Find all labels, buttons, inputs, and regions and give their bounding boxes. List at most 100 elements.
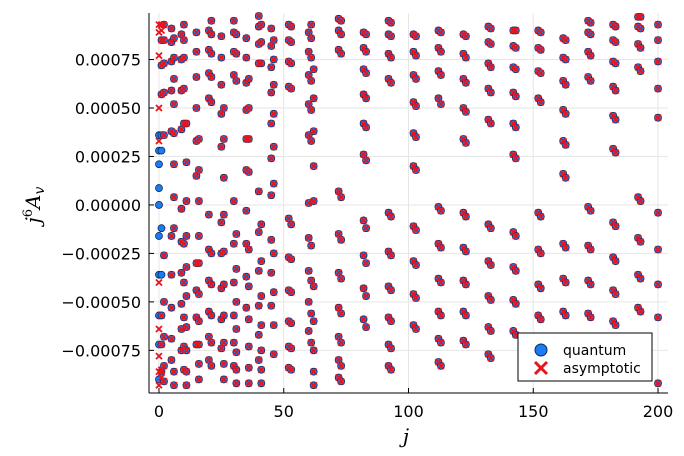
asymptotic-point [170, 224, 178, 232]
asymptotic-point [267, 236, 275, 244]
asymptotic-point [257, 321, 265, 329]
asymptotic-point [387, 212, 395, 221]
asymptotic-point [205, 333, 213, 341]
asymptotic-point [160, 377, 168, 386]
asymptotic-point [180, 36, 188, 44]
asymptotic-point [182, 119, 191, 128]
asymptotic-point [245, 135, 253, 143]
y-axis-label-symbol: A [21, 194, 45, 210]
asymptotic-point [195, 375, 203, 384]
asymptotic-point [167, 271, 176, 279]
asymptotic-point [242, 79, 250, 87]
asymptotic-point [217, 81, 225, 89]
asymptotic-point [584, 73, 592, 81]
asymptotic-point [232, 265, 240, 273]
y-tick-label: 0.00050 [75, 99, 141, 118]
asymptotic-point [207, 50, 216, 58]
asymptotic-point [155, 278, 163, 287]
asymptotic-point [537, 46, 545, 54]
asymptotic-point [512, 26, 520, 35]
asymptotic-point [220, 210, 228, 219]
asymptotic-point [167, 335, 176, 343]
asymptotic-point [167, 24, 176, 33]
asymptotic-point [462, 212, 470, 221]
asymptotic-point [192, 73, 201, 81]
asymptotic-point [387, 366, 395, 374]
asymptotic-point [307, 338, 315, 347]
asymptotic-point [654, 245, 662, 254]
asymptotic-point [634, 13, 642, 21]
asymptotic-point [462, 53, 470, 62]
asymptotic-point [180, 53, 188, 62]
asymptotic-point [267, 24, 275, 33]
asymptotic-point [384, 75, 393, 83]
asymptotic-point [245, 104, 253, 112]
asymptotic-point [205, 210, 213, 219]
asymptotic-point [462, 32, 470, 40]
asymptotic-point [384, 50, 393, 58]
asymptotic-point [334, 269, 343, 277]
asymptotic-point [242, 240, 250, 248]
asymptotic-point [484, 323, 492, 331]
asymptotic-point [537, 28, 545, 37]
asymptotic-point [207, 280, 216, 289]
quantum-point [157, 270, 166, 279]
asymptotic-point [509, 296, 517, 304]
asymptotic-point [611, 115, 620, 124]
asymptotic-point [195, 340, 203, 349]
asymptotic-point [270, 249, 278, 258]
grid-lines [149, 13, 668, 393]
asymptotic-point [220, 360, 228, 368]
asymptotic-point [509, 26, 517, 35]
asymptotic-point [387, 317, 395, 325]
asymptotic-point [609, 317, 617, 325]
asymptotic-point [287, 255, 295, 263]
asymptotic-point [512, 65, 520, 73]
asymptotic-point [387, 19, 395, 27]
asymptotic-point [412, 226, 420, 234]
legend-asymptotic-marker [533, 360, 549, 376]
quantum-point [157, 146, 166, 155]
asymptotic-point [305, 298, 313, 306]
asymptotic-point [305, 100, 313, 108]
asymptotic-point [512, 267, 520, 275]
legend-quantum-label: quantum [563, 343, 626, 359]
asymptotic-point [359, 315, 368, 323]
asymptotic-point [537, 98, 545, 106]
quantum-point [155, 160, 163, 169]
asymptotic-point [182, 323, 191, 331]
asymptotic-point [409, 48, 418, 56]
asymptotic-point [654, 84, 662, 93]
asymptotic-point [412, 75, 420, 83]
asymptotic-point [412, 102, 420, 110]
y-tick-label: 0.00075 [75, 51, 141, 70]
asymptotic-point [255, 59, 263, 68]
asymptotic-point [654, 36, 662, 44]
asymptotic-point [587, 313, 595, 322]
asymptotic-point [654, 379, 662, 387]
y-tick-label: −0.00075 [61, 341, 141, 360]
asymptotic-point [654, 209, 662, 217]
asymptotic-point [462, 108, 470, 116]
asymptotic-point [310, 282, 318, 291]
asymptotic-point [192, 48, 201, 56]
asymptotic-point [559, 106, 567, 114]
asymptotic-point [287, 84, 295, 93]
asymptotic-point [220, 280, 228, 289]
asymptotic-point [636, 274, 645, 283]
asymptotic-point [195, 290, 203, 298]
asymptotic-point [255, 187, 263, 196]
asymptotic-point [459, 307, 468, 316]
asymptotic-point [362, 323, 370, 331]
asymptotic-point [270, 110, 278, 118]
asymptotic-point [362, 30, 370, 38]
asymptotic-point [384, 340, 393, 349]
asymptotic-point [167, 232, 176, 240]
asymptotic-point [245, 342, 253, 351]
quantum-point [155, 232, 163, 240]
asymptotic-point [305, 267, 313, 275]
asymptotic-point [242, 273, 250, 281]
asymptotic-point [242, 53, 250, 62]
legend-asymptotic-label: asymptotic [563, 361, 641, 377]
asymptotic-point [170, 53, 178, 62]
